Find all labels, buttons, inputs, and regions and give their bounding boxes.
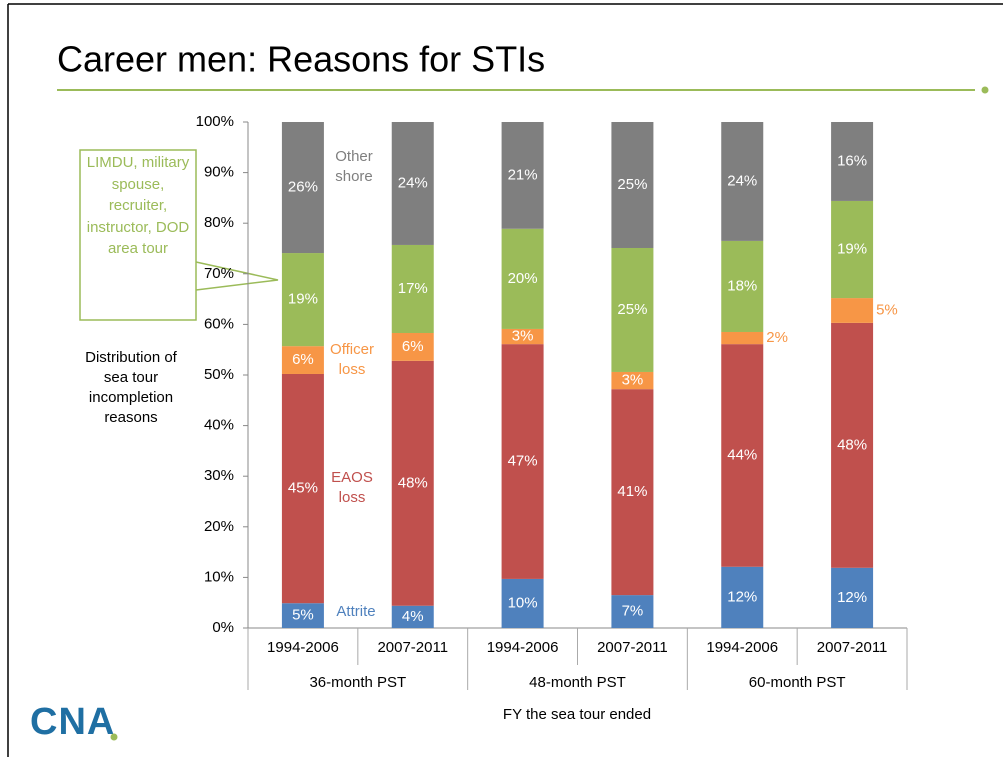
- value-label: 26%: [288, 178, 318, 195]
- bar-segment: [611, 595, 654, 628]
- value-label: 19%: [288, 291, 318, 308]
- value-label: 6%: [292, 351, 314, 368]
- bar-segment: [721, 344, 764, 567]
- x-tick-label: 1994-2006: [706, 639, 778, 656]
- value-label: 5%: [876, 301, 898, 318]
- bar-segment: [501, 578, 544, 628]
- value-label: 12%: [727, 588, 757, 605]
- value-label: 10%: [508, 594, 538, 611]
- value-label: 47%: [508, 452, 538, 469]
- value-label: 18%: [727, 277, 757, 294]
- bar-segment: [831, 322, 874, 568]
- bar-segment: [281, 346, 324, 374]
- bar-segment: [391, 360, 434, 606]
- value-label: 4%: [402, 608, 424, 625]
- value-label: 24%: [398, 174, 428, 191]
- x-tick-label: 1994-2006: [267, 639, 339, 656]
- bar-segment: [501, 344, 544, 579]
- value-label: 16%: [837, 152, 867, 169]
- value-label: 45%: [288, 480, 318, 497]
- bar-segment: [281, 253, 324, 347]
- bar-segment: [611, 389, 654, 596]
- y-tick-label: 60%: [204, 315, 234, 332]
- bar-segment: [501, 328, 544, 345]
- value-label: 24%: [727, 172, 757, 189]
- bar-segment: [281, 122, 324, 254]
- value-label: 44%: [727, 446, 757, 463]
- bar-segment: [831, 200, 874, 299]
- bar-segment: [721, 122, 764, 241]
- y-tick-label: 50%: [204, 366, 234, 383]
- bar-segment: [391, 605, 434, 628]
- bar-segment: [831, 122, 874, 201]
- y-tick-label: 20%: [204, 518, 234, 535]
- x-axis-label: FY the sea tour ended: [502, 706, 652, 723]
- bar-segment: [391, 122, 434, 245]
- bar-segment: [831, 567, 874, 628]
- group-label: 60-month PST: [749, 674, 846, 691]
- y-tick-label: 10%: [204, 568, 234, 585]
- bar-segment: [611, 122, 654, 248]
- x-tick-label: 1994-2006: [487, 639, 559, 656]
- bar-segment: [831, 298, 874, 323]
- x-tick-label: 2007-2011: [817, 639, 888, 656]
- callout-box: [79, 149, 197, 321]
- series-label: Officer loss: [330, 341, 374, 378]
- bar-segment: [391, 244, 434, 334]
- bar-segment: [281, 373, 324, 604]
- group-label: 48-month PST: [529, 674, 626, 691]
- y-tick-label: 90%: [204, 164, 234, 181]
- bar-segment: [281, 603, 324, 628]
- title-dot: [981, 86, 989, 94]
- value-label: 48%: [837, 436, 867, 453]
- value-label: 21%: [508, 166, 538, 183]
- value-label: 25%: [617, 176, 647, 193]
- value-label: 20%: [508, 270, 538, 287]
- slide-title: Career men: Reasons for STIs: [57, 39, 545, 80]
- value-label: 25%: [617, 301, 647, 318]
- bar-segment: [611, 371, 654, 390]
- logo: CNA: [30, 701, 115, 743]
- value-label: 3%: [512, 328, 534, 345]
- bar-segment: [391, 333, 434, 361]
- y-tick-label: 80%: [204, 214, 234, 231]
- series-label: Other shore: [335, 148, 373, 185]
- y-tick-label: 100%: [196, 113, 234, 130]
- logo-dot: [110, 733, 118, 741]
- value-label: 2%: [766, 329, 788, 346]
- series-label: Attrite: [336, 603, 376, 620]
- value-label: 17%: [398, 280, 428, 297]
- value-label: 5%: [292, 607, 314, 624]
- x-tick-label: 2007-2011: [597, 639, 668, 656]
- value-label: 3%: [622, 372, 644, 389]
- bar-segment: [501, 122, 544, 229]
- x-tick-label: 2007-2011: [377, 639, 448, 656]
- y-tick-label: 70%: [204, 265, 234, 282]
- value-label: 6%: [402, 338, 424, 355]
- value-label: 41%: [617, 483, 647, 500]
- bar-segment: [721, 566, 764, 628]
- y-tick-label: 0%: [212, 619, 234, 636]
- value-label: 48%: [398, 474, 428, 491]
- callout-pointer: [195, 261, 279, 291]
- bar-segment: [611, 247, 654, 372]
- bar-segment: [721, 331, 764, 345]
- bar-segment: [501, 228, 544, 329]
- bar-segment: [721, 240, 764, 332]
- y-tick-label: 30%: [204, 467, 234, 484]
- series-label: LIMDU, military spouse, recruiter, instr…: [86, 154, 190, 257]
- y-axis-label: Distribution of sea tour incompletion re…: [85, 349, 177, 426]
- group-label: 36-month PST: [309, 674, 406, 691]
- value-label: 7%: [622, 603, 644, 620]
- value-label: 19%: [837, 240, 867, 257]
- series-label: EAOS loss: [331, 469, 373, 506]
- value-label: 12%: [837, 589, 867, 606]
- y-tick-label: 40%: [204, 417, 234, 434]
